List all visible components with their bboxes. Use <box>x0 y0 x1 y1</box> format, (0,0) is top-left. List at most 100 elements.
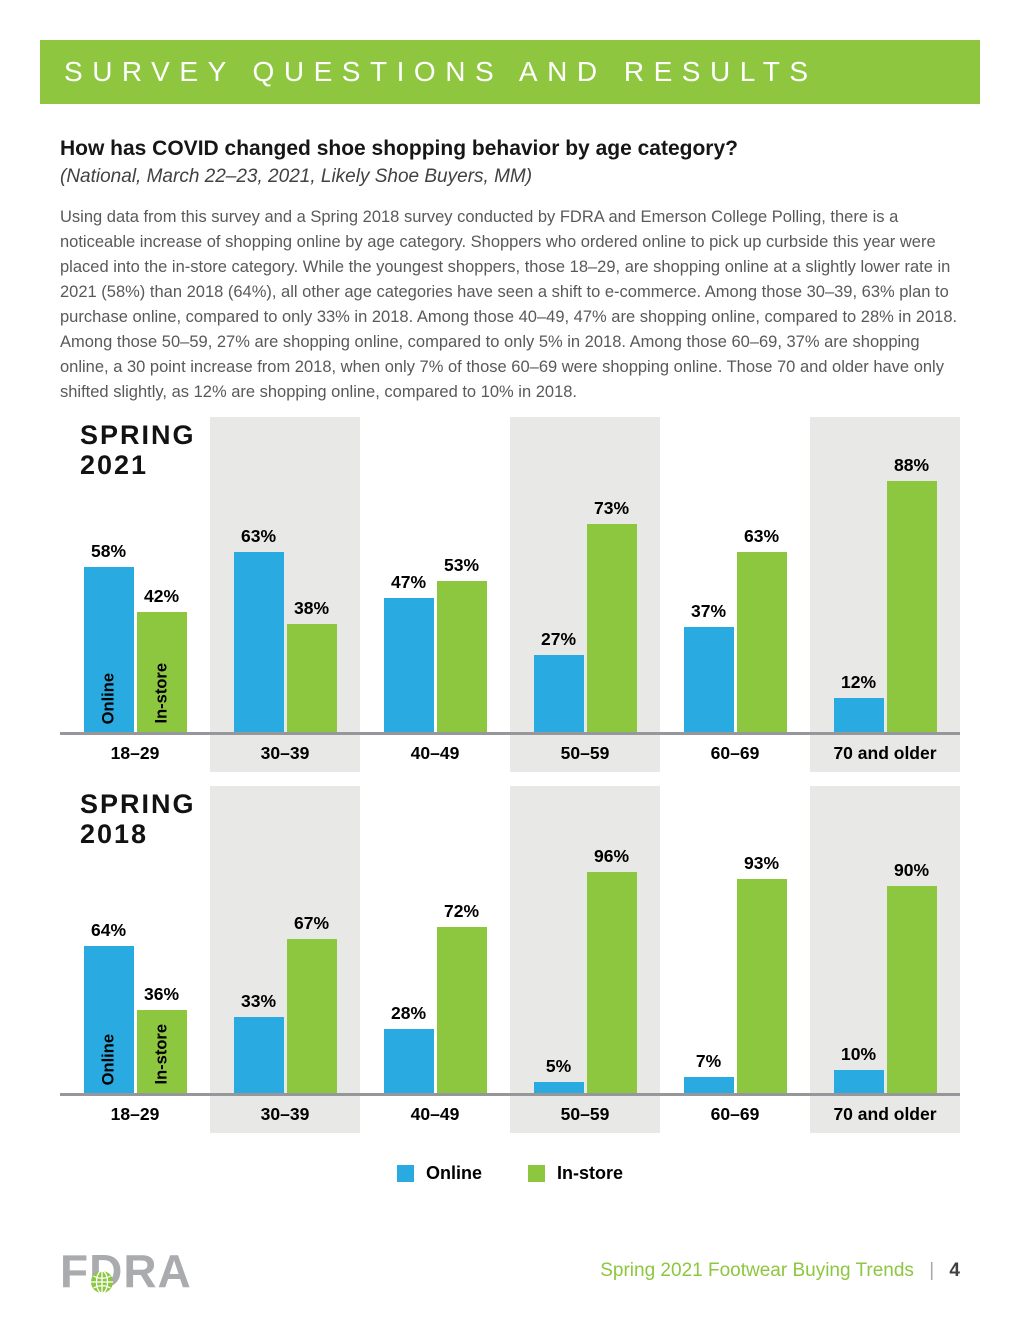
bar-in-store-18-29: In-store <box>136 612 187 732</box>
in-bar-series-label: In-store <box>152 1024 170 1085</box>
bar-value-label: 33% <box>240 991 277 1012</box>
bar-value-label: 88% <box>893 455 930 476</box>
bar-value-label: 27% <box>540 629 577 649</box>
bar-in-store-60-69 <box>736 552 787 732</box>
chart-group-60-69: 7% 93% 60–69 <box>660 786 810 1133</box>
bar-holder: 90% <box>886 860 937 1093</box>
bar-value-label: 28% <box>390 1002 427 1023</box>
category-label: 70 and older <box>833 1104 937 1124</box>
legend-item-online: Online <box>396 1163 482 1184</box>
bar-holder: 28% <box>383 1002 434 1093</box>
in-bar-series-label: In-store <box>152 663 170 724</box>
fdra-logo-text: FDRA <box>60 1245 192 1297</box>
legend-item-instore: In-store <box>528 1163 623 1184</box>
category-label: 40–49 <box>410 1104 460 1124</box>
bar-value-label: 90% <box>893 860 930 880</box>
legend-label-instore: In-store <box>557 1163 624 1183</box>
bar-value-label: 5% <box>545 1055 572 1076</box>
category-label: 50–59 <box>560 1104 610 1124</box>
chart-group-70-and-older: 12% 88% 70 and older <box>810 417 960 772</box>
bar-holder: 64% Online <box>83 920 134 1093</box>
bar-holder: 10% <box>833 1044 884 1093</box>
bar-holder: 33% <box>233 991 284 1093</box>
chart-group-18-29: 58% Online 42% In-store 18–29 <box>60 417 210 772</box>
page-footer: FDRA Spring 2021 Footwear Buying Trends … <box>60 1248 960 1294</box>
category-label: 60–69 <box>710 1104 760 1124</box>
group-plot: 12% 88% <box>810 417 960 735</box>
bar-online-30-39 <box>233 552 284 732</box>
bar-online-50-59 <box>533 655 584 732</box>
chart-spring-2021: SPRING 2021 58% Online 42% In-store 18–29 63%… <box>60 417 960 772</box>
bar-online-30-39 <box>233 1017 284 1093</box>
chart-group-40-49: 47% 53% 40–49 <box>360 417 510 772</box>
question-subheading: (National, March 22–23, 2021, Likely Sho… <box>60 166 533 187</box>
bar-holder: 63% <box>736 526 787 732</box>
chart-group-30-39: 63% 38% 30–39 <box>210 417 360 772</box>
bar-value-label: 7% <box>695 1050 722 1071</box>
bar-holder: 67% <box>286 912 337 1093</box>
bar-value-label: 10% <box>840 1044 877 1064</box>
bar-value-label: 67% <box>293 912 330 933</box>
chart-group-60-69: 37% 63% 60–69 <box>660 417 810 772</box>
chart-group-18-29: 64% Online 36% In-store 18–29 <box>60 786 210 1133</box>
chart-group-50-59: 5% 96% 50–59 <box>510 786 660 1133</box>
bar-online-60-69 <box>683 626 734 732</box>
bar-holder: 72% <box>436 901 487 1093</box>
bar-holder: 73% <box>586 498 637 732</box>
bar-value-label: 36% <box>143 984 180 1005</box>
section-banner: SURVEY QUESTIONS AND RESULTS <box>40 40 980 104</box>
bar-value-label: 72% <box>443 901 480 922</box>
fdra-logo: FDRA <box>60 1248 192 1294</box>
footer-meta: Spring 2021 Footwear Buying Trends | 4 <box>600 1260 960 1282</box>
bar-value-label: 38% <box>293 597 330 618</box>
chart-group-70-and-older: 10% 90% 70 and older <box>810 786 960 1133</box>
group-plot: 5% 96% <box>510 786 660 1096</box>
group-plot: 28% 72% <box>360 786 510 1096</box>
online-swatch-icon <box>396 1165 414 1182</box>
instore-swatch-icon <box>528 1165 545 1182</box>
group-plot: 10% 90% <box>810 786 960 1096</box>
group-plot: 37% 63% <box>660 417 810 735</box>
chart-plot-area: 58% Online 42% In-store 18–29 63% 38% 30–39 47% 5… <box>60 417 960 772</box>
bar-in-store-40-49 <box>436 580 487 732</box>
bar-value-label: 96% <box>593 846 630 867</box>
bar-online-18-29: Online <box>83 566 134 732</box>
bar-in-store-60-69 <box>736 879 787 1093</box>
banner-title: SURVEY QUESTIONS AND RESULTS <box>64 56 818 87</box>
bar-value-label: 58% <box>90 540 127 561</box>
bar-holder: 47% <box>383 572 434 732</box>
bar-online-70-and-older <box>833 1070 884 1093</box>
category-label: 50–59 <box>560 743 610 763</box>
category-label: 18–29 <box>110 1104 160 1124</box>
chart-legend: Online In-store <box>60 1163 960 1184</box>
group-plot: 27% 73% <box>510 417 660 735</box>
bar-in-store-30-39 <box>286 938 337 1093</box>
category-label: 70 and older <box>833 743 937 763</box>
category-label: 30–39 <box>260 1104 310 1124</box>
bar-value-label: 63% <box>743 526 780 547</box>
chart-group-50-59: 27% 73% 50–59 <box>510 417 660 772</box>
in-bar-series-label: Online <box>99 1033 117 1085</box>
bar-holder: 5% <box>533 1055 584 1093</box>
category-label: 40–49 <box>410 743 460 763</box>
bar-in-store-70-and-older <box>886 886 937 1093</box>
bar-online-50-59 <box>533 1081 584 1093</box>
group-plot: 58% Online 42% In-store <box>60 417 210 735</box>
question-heading: How has COVID changed shoe shopping beha… <box>60 137 738 160</box>
bar-value-label: 63% <box>240 526 277 547</box>
bar-holder: 88% <box>886 455 937 732</box>
page-content: How has COVID changed shoe shopping beha… <box>60 137 960 1184</box>
footer-report-title: Spring 2021 Footwear Buying Trends <box>600 1260 914 1281</box>
bar-holder: 58% Online <box>83 540 134 732</box>
bar-value-label: 12% <box>840 671 877 692</box>
chart-plot-area: 64% Online 36% In-store 18–29 33% 67% 30–39 28% 7… <box>60 786 960 1133</box>
bar-holder: 93% <box>736 853 787 1093</box>
bar-value-label: 37% <box>690 600 727 621</box>
bar-holder: 12% <box>833 671 884 732</box>
page-number: 4 <box>949 1260 960 1281</box>
group-plot: 47% 53% <box>360 417 510 735</box>
bar-value-label: 93% <box>743 853 780 874</box>
bar-holder: 42% In-store <box>136 586 187 732</box>
category-label: 30–39 <box>260 743 310 763</box>
